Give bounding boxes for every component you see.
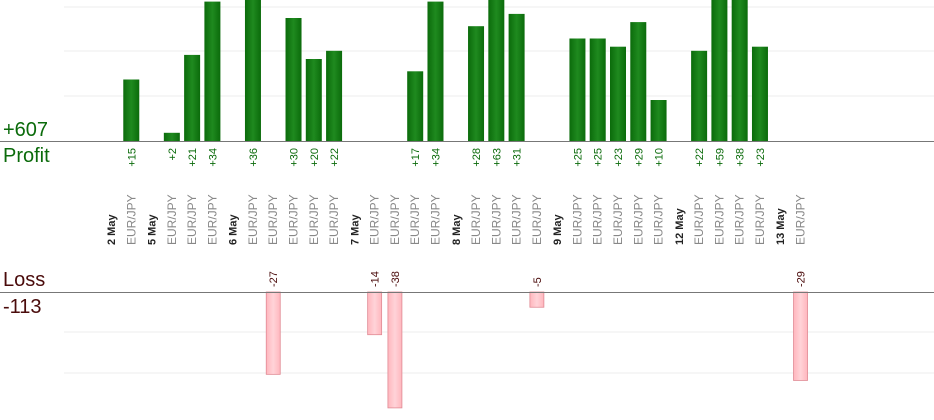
pair-label: EUR/JPY xyxy=(570,194,584,245)
profit-bar xyxy=(163,132,180,141)
profit-bar xyxy=(184,54,201,141)
profit-value-label: +10 xyxy=(654,148,666,167)
profit-bar xyxy=(204,1,221,141)
pair-label: EUR/JPY xyxy=(591,194,605,245)
profit-value-label: +17 xyxy=(410,148,422,167)
date-label: 6 May xyxy=(228,214,240,245)
profit-value-label: +22 xyxy=(329,148,341,167)
date-label: 9 May xyxy=(552,214,564,245)
profit-bar xyxy=(610,46,626,142)
pair-label: EUR/JPY xyxy=(124,194,138,245)
loss-bar xyxy=(387,291,403,409)
loss-bar xyxy=(529,291,545,308)
loss-total: -113 xyxy=(3,296,42,318)
loss-value-label: -38 xyxy=(390,271,402,287)
pair-label: EUR/JPY xyxy=(712,194,726,245)
profit-value-label: +31 xyxy=(512,148,524,167)
loss-bar xyxy=(367,291,383,336)
profit-bar xyxy=(650,100,667,141)
loss-bar xyxy=(265,291,281,375)
pair-label: EUR/JPY xyxy=(794,194,808,245)
pair-label: EUR/JPY xyxy=(388,194,402,245)
pair-label: EUR/JPY xyxy=(530,194,544,245)
profit-value-label: +63 xyxy=(491,148,503,167)
profit-value-label: +23 xyxy=(755,148,767,167)
profit-bar xyxy=(326,50,343,141)
profit-value-label: +21 xyxy=(187,148,199,167)
profit-value-label: +20 xyxy=(309,148,321,167)
pair-label: EUR/JPY xyxy=(266,194,280,245)
pair-label: EUR/JPY xyxy=(428,194,442,245)
pair-label: EUR/JPY xyxy=(165,194,179,245)
pair-label: EUR/JPY xyxy=(510,194,524,245)
pair-label: EUR/JPY xyxy=(692,194,706,245)
pair-label: EUR/JPY xyxy=(246,194,260,245)
profit-value-label: +34 xyxy=(430,148,442,167)
profit-value-label: +59 xyxy=(714,148,726,167)
profit-value-label: +29 xyxy=(633,148,645,167)
profit-value-label: +25 xyxy=(572,148,584,167)
pair-label: EUR/JPY xyxy=(489,194,503,245)
date-label: 5 May xyxy=(147,214,159,245)
profit-bar xyxy=(589,38,606,141)
pair-label: EUR/JPY xyxy=(611,194,625,245)
profit-value-label: +22 xyxy=(694,148,706,167)
pair-label: EUR/JPY xyxy=(327,194,341,245)
pair-label: EUR/JPY xyxy=(185,194,199,245)
profit-value-label: +2 xyxy=(167,148,179,161)
date-label: 12 May xyxy=(674,207,686,245)
loss-value-label: -29 xyxy=(796,271,808,287)
pair-label: EUR/JPY xyxy=(287,194,301,245)
profit-value-label: +30 xyxy=(289,148,301,167)
profit-bar xyxy=(427,1,444,141)
pair-label: EUR/JPY xyxy=(733,194,747,245)
profit-total: +607 xyxy=(3,119,49,141)
profit-bar xyxy=(488,0,505,141)
profit-bar xyxy=(468,26,485,142)
profit-bar xyxy=(711,0,728,141)
pair-label: EUR/JPY xyxy=(408,194,422,245)
loss-value-label: -14 xyxy=(370,271,382,287)
profit-value-label: +25 xyxy=(593,148,605,167)
profit-bar xyxy=(285,18,302,141)
pair-label: EUR/JPY xyxy=(368,194,382,245)
pair-label: EUR/JPY xyxy=(652,194,666,245)
pair-label: EUR/JPY xyxy=(631,194,645,245)
loss-bar xyxy=(793,291,808,381)
profit-bar xyxy=(731,0,748,141)
profit-bar xyxy=(630,22,647,142)
profit-bar xyxy=(751,46,768,142)
profit-value-label: +28 xyxy=(471,148,483,167)
profit-bar xyxy=(508,13,525,141)
profit-value-label: +36 xyxy=(248,148,260,167)
profit-bar xyxy=(691,50,708,141)
loss-value-label: -27 xyxy=(268,271,280,287)
date-label: 2 May xyxy=(106,214,118,245)
date-label: 7 May xyxy=(349,214,361,245)
date-label: 8 May xyxy=(451,214,463,245)
pair-label: EUR/JPY xyxy=(307,194,321,245)
pair-label: EUR/JPY xyxy=(753,194,767,245)
date-label: 13 May xyxy=(775,207,787,245)
profit-bar xyxy=(123,79,140,141)
profit-value-label: +38 xyxy=(735,148,747,167)
profit-label: Profit xyxy=(3,145,50,167)
pair-label: EUR/JPY xyxy=(205,194,219,245)
loss-label: Loss xyxy=(3,269,46,291)
profit-bar xyxy=(244,0,261,141)
profit-value-label: +34 xyxy=(207,148,219,167)
profit-bar xyxy=(407,71,424,141)
profit-value-label: +15 xyxy=(126,148,138,167)
loss-value-label: -5 xyxy=(532,277,544,287)
pair-label: EUR/JPY xyxy=(469,194,483,245)
profit-value-label: +23 xyxy=(613,148,625,167)
profit-bar xyxy=(569,38,586,141)
profit-bar xyxy=(305,59,322,141)
